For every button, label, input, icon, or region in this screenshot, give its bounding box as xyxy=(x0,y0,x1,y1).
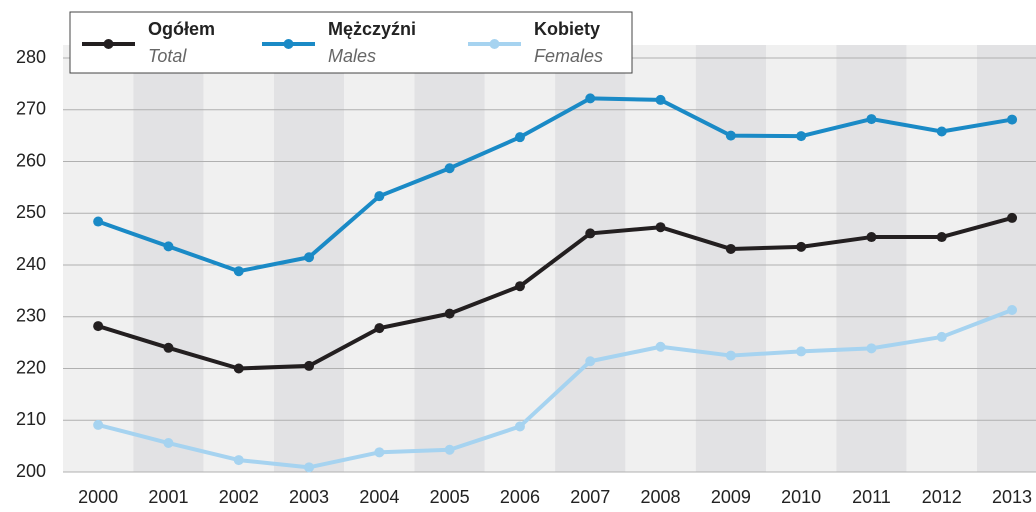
point xyxy=(374,447,385,458)
point xyxy=(514,421,525,432)
point xyxy=(796,346,807,357)
y-tick-label: 260 xyxy=(16,150,46,170)
point xyxy=(936,232,947,243)
point xyxy=(866,343,877,354)
point xyxy=(233,266,244,277)
band xyxy=(414,45,485,472)
point xyxy=(374,191,385,202)
legend-sublabel: Total xyxy=(148,46,187,66)
point xyxy=(163,342,174,353)
y-tick-label: 270 xyxy=(16,99,46,119)
point xyxy=(374,323,385,334)
point xyxy=(304,360,315,371)
x-tick-label: 2012 xyxy=(922,487,962,507)
legend-marker xyxy=(103,39,114,49)
point xyxy=(796,131,807,142)
point xyxy=(514,132,525,143)
point xyxy=(866,232,877,243)
x-tick-label: 2000 xyxy=(78,487,118,507)
point xyxy=(725,130,736,141)
point xyxy=(936,331,947,342)
point xyxy=(444,308,455,319)
x-tick-label: 2006 xyxy=(500,487,540,507)
band xyxy=(625,45,696,472)
point xyxy=(585,93,596,104)
point xyxy=(444,163,455,174)
band xyxy=(976,45,1036,472)
y-tick-label: 240 xyxy=(16,254,46,274)
band xyxy=(484,45,556,472)
point xyxy=(163,241,174,252)
y-tick-label: 210 xyxy=(16,409,46,429)
point xyxy=(93,216,104,227)
point xyxy=(866,114,877,125)
point xyxy=(444,444,455,455)
band xyxy=(695,45,766,472)
x-tick-label: 2002 xyxy=(219,487,259,507)
band xyxy=(63,45,134,472)
point xyxy=(796,241,807,252)
lines xyxy=(93,93,1018,473)
legend-sublabel: Females xyxy=(534,46,603,66)
point xyxy=(1007,114,1018,125)
point xyxy=(304,462,315,473)
point xyxy=(163,438,174,449)
x-tick-label: 2001 xyxy=(148,487,188,507)
x-tick-label: 2011 xyxy=(852,487,891,507)
legend-box xyxy=(69,11,633,74)
band xyxy=(836,45,907,472)
band xyxy=(555,45,626,472)
band xyxy=(766,45,837,472)
band xyxy=(344,45,415,472)
band xyxy=(906,45,977,472)
x-tick-label: 2003 xyxy=(289,487,329,507)
point xyxy=(93,321,104,332)
point xyxy=(655,222,666,233)
point xyxy=(93,419,104,430)
point xyxy=(1007,212,1018,223)
point xyxy=(655,94,666,105)
series-line xyxy=(97,308,1013,470)
band xyxy=(133,45,204,472)
series-line xyxy=(97,215,1013,371)
point xyxy=(936,126,947,137)
x-tick-label: 2013 xyxy=(992,487,1032,507)
x-tick-label: 2004 xyxy=(359,487,399,507)
legend: Ogółem Total Mężczyźni Males Kobiety Females xyxy=(69,11,633,74)
band xyxy=(203,45,274,472)
x-tick-label: 2007 xyxy=(570,487,610,507)
point xyxy=(655,341,666,352)
y-tick-label: 200 xyxy=(16,461,46,481)
legend-sublabel: Males xyxy=(328,46,376,66)
y-tick-label: 280 xyxy=(16,47,46,67)
point xyxy=(585,356,596,367)
y-tick-label: 220 xyxy=(16,357,46,377)
point xyxy=(514,281,525,292)
point xyxy=(1007,305,1018,316)
y-tick-label: 230 xyxy=(16,306,46,326)
x-tick-label: 2008 xyxy=(641,487,681,507)
legend-marker xyxy=(489,39,500,49)
legend-label: Ogółem xyxy=(148,19,215,39)
y-tick-label: 250 xyxy=(16,202,46,222)
point xyxy=(725,350,736,361)
series-line xyxy=(97,96,1013,274)
x-tick-label: 2005 xyxy=(430,487,470,507)
point xyxy=(233,455,244,466)
point xyxy=(304,252,315,263)
legend-label: Mężczyźni xyxy=(328,19,416,39)
legend-label: Kobiety xyxy=(534,19,600,39)
background-bands xyxy=(63,45,1036,472)
x-tick-label: 2010 xyxy=(781,487,821,507)
point xyxy=(725,243,736,254)
point xyxy=(233,363,244,374)
legend-marker xyxy=(283,39,294,49)
point xyxy=(585,228,596,239)
x-tick-label: 2009 xyxy=(711,487,751,507)
